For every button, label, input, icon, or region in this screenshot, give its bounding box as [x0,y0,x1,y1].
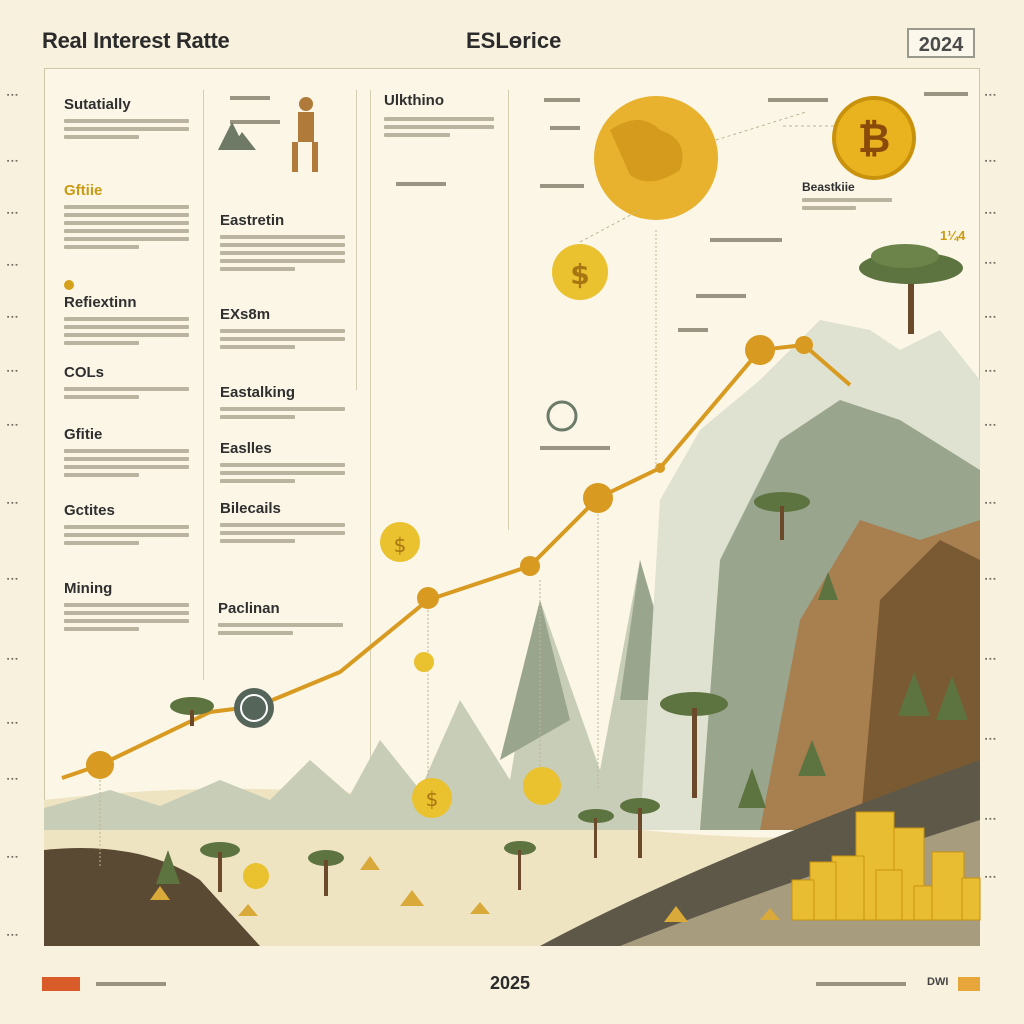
dollar-icon [795,336,813,354]
section-title: Eastretin [220,212,285,229]
year-label-bottom: 2025 [490,973,531,993]
header: Real Interest Ratte ESLɵrice 2024 [0,0,1024,68]
dollar-icon [745,335,775,365]
footer-mark: DWI [927,976,949,988]
section-col1-7: Mining [64,580,189,635]
gold-bars-icon [791,811,981,921]
axis-right: ▪▪▪ ▪▪▪ ▪▪▪ ▪▪▪ ▪▪▪ ▪▪▪ ▪▪▪ ▪▪▪ ▪▪▪ ▪▪▪ … [984,92,997,882]
bullet-icon [64,280,74,290]
section-title: Paclinan [218,600,280,617]
section-col1-3: Refiextinn [64,294,189,349]
section-col1-2: Gftiie [64,182,189,253]
column-divider [203,90,204,680]
section-title: Refiextinn [64,294,137,311]
section-col1-4: COLs [64,364,189,403]
page-title-left: Real Interest Ratte [42,28,230,53]
section-title: Mining [64,580,113,597]
dollar-icon [583,483,613,513]
section-col2-6: Paclinan [218,600,343,639]
section-title: Gfitie [64,426,103,443]
section-col2-2: EXs8m [220,306,345,353]
section-col1-5: Gfitie [64,426,189,481]
dollar-icon [523,767,561,805]
svg-text:$: $ [426,787,439,811]
svg-text:$: $ [570,258,589,291]
section-title: Eastalking [220,384,296,401]
svg-text:$: $ [394,533,407,557]
dollar-icon [520,556,540,576]
svg-text:₿: ₿ [858,116,891,162]
section-title: Ulkthino [384,92,444,109]
section-col1-6: Gctites [64,502,189,549]
section-col2-3: Eastalking [220,384,345,423]
column-divider [356,90,357,390]
section-title: Gctites [64,502,115,519]
section-col4-1: Beastkiie [802,180,892,214]
year-badge-top: 2024 [907,28,975,58]
column-divider [508,90,509,530]
section-col3-1: Ulkthino [384,92,494,141]
section-col2-1: Eastretin [220,212,345,275]
section-title: COLs [64,364,105,381]
section-col2-5: Bilecails [220,500,345,547]
axis-left: ▪▪▪ ▪▪▪ ▪▪▪ ▪▪▪ ▪▪▪ ▪▪▪ ▪▪▪ ▪▪▪ ▪▪▪ ▪▪▪ … [6,92,19,940]
dollar-icon [552,244,608,300]
page-title-center: ESLɵrice [466,28,562,53]
column-divider [370,90,371,770]
miner-figure [292,97,318,172]
section-title: Easlles [220,440,272,457]
section-col2-4: Easlles [220,440,345,487]
dollar-icon [380,522,420,562]
bitcoin-icon [832,96,916,180]
section-col4-2: 1¼4 [940,228,965,243]
section-title: 1¼4 [940,228,966,243]
dollar-icon [417,587,439,609]
tree-icon [859,244,963,334]
footer-badge [42,977,80,991]
section-title: Beastkiie [802,180,855,194]
section-title: Bilecails [220,500,281,517]
section-title: Sutatially [64,96,131,113]
section-col1-1: Sutatially [64,96,189,143]
dollar-icon [412,778,452,818]
section-title: Gftiie [64,182,103,199]
dollar-icon [86,751,114,779]
footer-badge-right [958,977,980,991]
section-title: EXs8m [220,306,271,323]
